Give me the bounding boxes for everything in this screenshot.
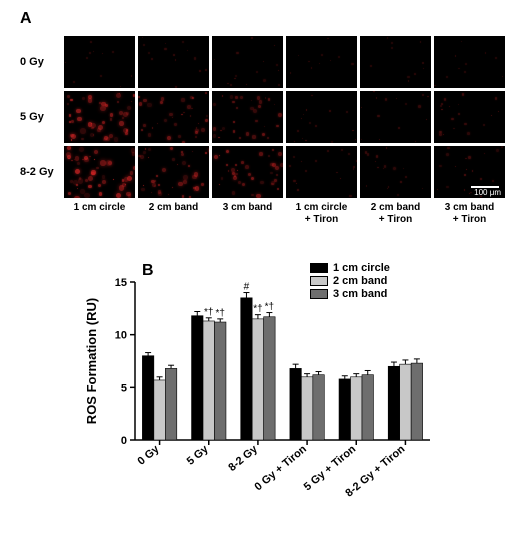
- legend-label: 3 cm band: [333, 288, 387, 300]
- microscopy-grid: 100 μm: [64, 36, 505, 198]
- row-label: 5 Gy: [20, 111, 60, 123]
- legend-swatch: [310, 276, 328, 286]
- panel-b-label: B: [142, 262, 154, 280]
- panel-a-label: A: [20, 10, 32, 28]
- microscopy-cell: [286, 91, 357, 143]
- legend-label: 2 cm band: [333, 275, 387, 287]
- svg-text:0 Gy + Tiron: 0 Gy + Tiron: [253, 443, 310, 493]
- col-label: 2 cm band+ Tiron: [360, 202, 431, 226]
- legend-label: 1 cm circle: [333, 262, 390, 274]
- svg-text:15: 15: [115, 277, 127, 289]
- microscopy-cell: [212, 36, 283, 88]
- col-label: 3 cm band+ Tiron: [434, 202, 505, 226]
- col-label: 2 cm band: [138, 202, 209, 226]
- microscopy-cell: [138, 146, 209, 198]
- microscopy-cell: [286, 36, 357, 88]
- col-label: 1 cm circle+ Tiron: [286, 202, 357, 226]
- chart-legend: 1 cm circle2 cm band3 cm band: [310, 262, 390, 301]
- legend-item: 1 cm circle: [310, 262, 390, 274]
- svg-text:10: 10: [115, 330, 127, 342]
- svg-text:5: 5: [121, 382, 127, 394]
- microscopy-cell: [434, 91, 505, 143]
- legend-swatch: [310, 263, 328, 273]
- svg-text:8-2 Gy: 8-2 Gy: [226, 443, 260, 474]
- microscopy-cell: [286, 146, 357, 198]
- microscopy-cell: [360, 91, 431, 143]
- microscopy-cell: [64, 91, 135, 143]
- svg-text:0 Gy: 0 Gy: [136, 443, 163, 468]
- microscopy-cell: [212, 146, 283, 198]
- col-label: 1 cm circle: [64, 202, 135, 226]
- row-label: 8-2 Gy: [20, 166, 60, 178]
- panel-b: B 0 5 10 15 ROS Formation (RU) 0 Gy 5 Gy 8-2 Gy…: [80, 260, 440, 530]
- microscopy-cell: [434, 36, 505, 88]
- microscopy-cell: [64, 36, 135, 88]
- microscopy-cell: [138, 36, 209, 88]
- microscopy-cell: [138, 91, 209, 143]
- svg-text:*†: *†: [204, 307, 213, 318]
- svg-text:#: #: [244, 282, 250, 293]
- panel-a-col-labels: 1 cm circle2 cm band3 cm band1 cm circle…: [64, 202, 505, 226]
- svg-text:*†: *†: [265, 302, 274, 313]
- scalebar-label: 100 μm: [474, 188, 501, 197]
- svg-text:0: 0: [121, 435, 127, 447]
- svg-text:*†: *†: [215, 308, 224, 319]
- microscopy-cell: [64, 146, 135, 198]
- legend-swatch: [310, 289, 328, 299]
- microscopy-cell: 100 μm: [434, 146, 505, 198]
- legend-item: 3 cm band: [310, 288, 390, 300]
- svg-text:5 Gy: 5 Gy: [185, 443, 212, 468]
- microscopy-cell: [360, 36, 431, 88]
- microscopy-cell: [360, 146, 431, 198]
- figure-root: A 0 Gy5 Gy8-2 Gy 100 μm 1 cm circle2 cm …: [0, 0, 520, 535]
- svg-text:ROS Formation (RU): ROS Formation (RU): [84, 298, 99, 424]
- svg-text:*†: *†: [253, 304, 262, 315]
- col-label: 3 cm band: [212, 202, 283, 226]
- row-label: 0 Gy: [20, 56, 60, 68]
- microscopy-cell: [212, 91, 283, 143]
- legend-item: 2 cm band: [310, 275, 390, 287]
